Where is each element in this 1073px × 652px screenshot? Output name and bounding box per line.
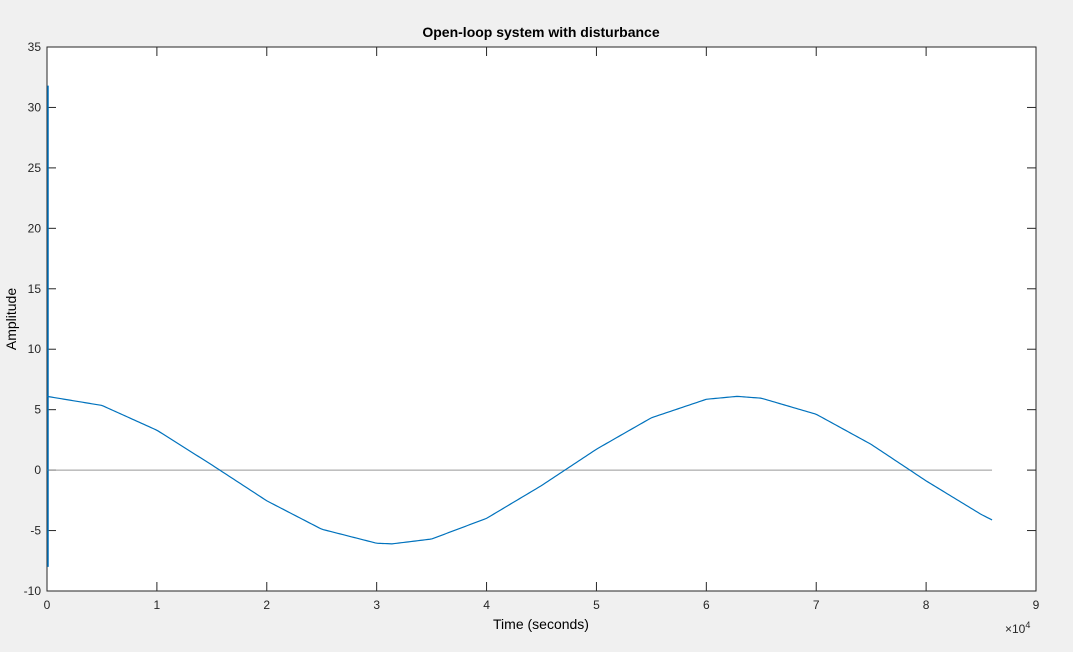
y-tick-label: 5 — [34, 403, 41, 417]
y-tick-label: 20 — [28, 221, 42, 235]
y-tick-label: -5 — [30, 524, 41, 538]
y-axis-title: Amplitude — [3, 288, 19, 350]
x-tick-label: 6 — [703, 598, 710, 612]
y-tick-label: 30 — [28, 100, 42, 114]
y-tick-label: 25 — [28, 161, 42, 175]
y-tick-label: 10 — [28, 342, 42, 356]
series-line — [46, 395, 993, 545]
x-tick-label: 8 — [923, 598, 930, 612]
y-tick-label: 0 — [34, 463, 41, 477]
x-tick-label: 4 — [483, 598, 490, 612]
x-tick-label: 0 — [44, 598, 51, 612]
y-tick-label: -10 — [24, 584, 42, 598]
y-tick-label: 15 — [28, 282, 42, 296]
x-tick-label: 2 — [263, 598, 270, 612]
x-exponent-base: ×10 — [1005, 622, 1026, 636]
x-tick-label: 1 — [154, 598, 161, 612]
x-tick-label: 3 — [373, 598, 380, 612]
plot-area — [46, 46, 1037, 592]
x-exponent-power: 4 — [1025, 620, 1030, 630]
series-lines — [46, 85, 993, 567]
x-tick-label: 9 — [1033, 598, 1040, 612]
x-exponent-label: ×104 — [1005, 620, 1030, 636]
y-tick-label: 35 — [28, 40, 42, 54]
x-tick-label: 7 — [813, 598, 820, 612]
x-axis-title: Time (seconds) — [493, 616, 589, 632]
axis-ticks: 0 1 2 3 4 5 6 7 8 9 -10 -5 0 5 10 15 20 25 30 35 — [24, 40, 1040, 612]
chart-title: Open-loop system with disturbance — [422, 24, 659, 40]
x-tick-label: 5 — [593, 598, 600, 612]
